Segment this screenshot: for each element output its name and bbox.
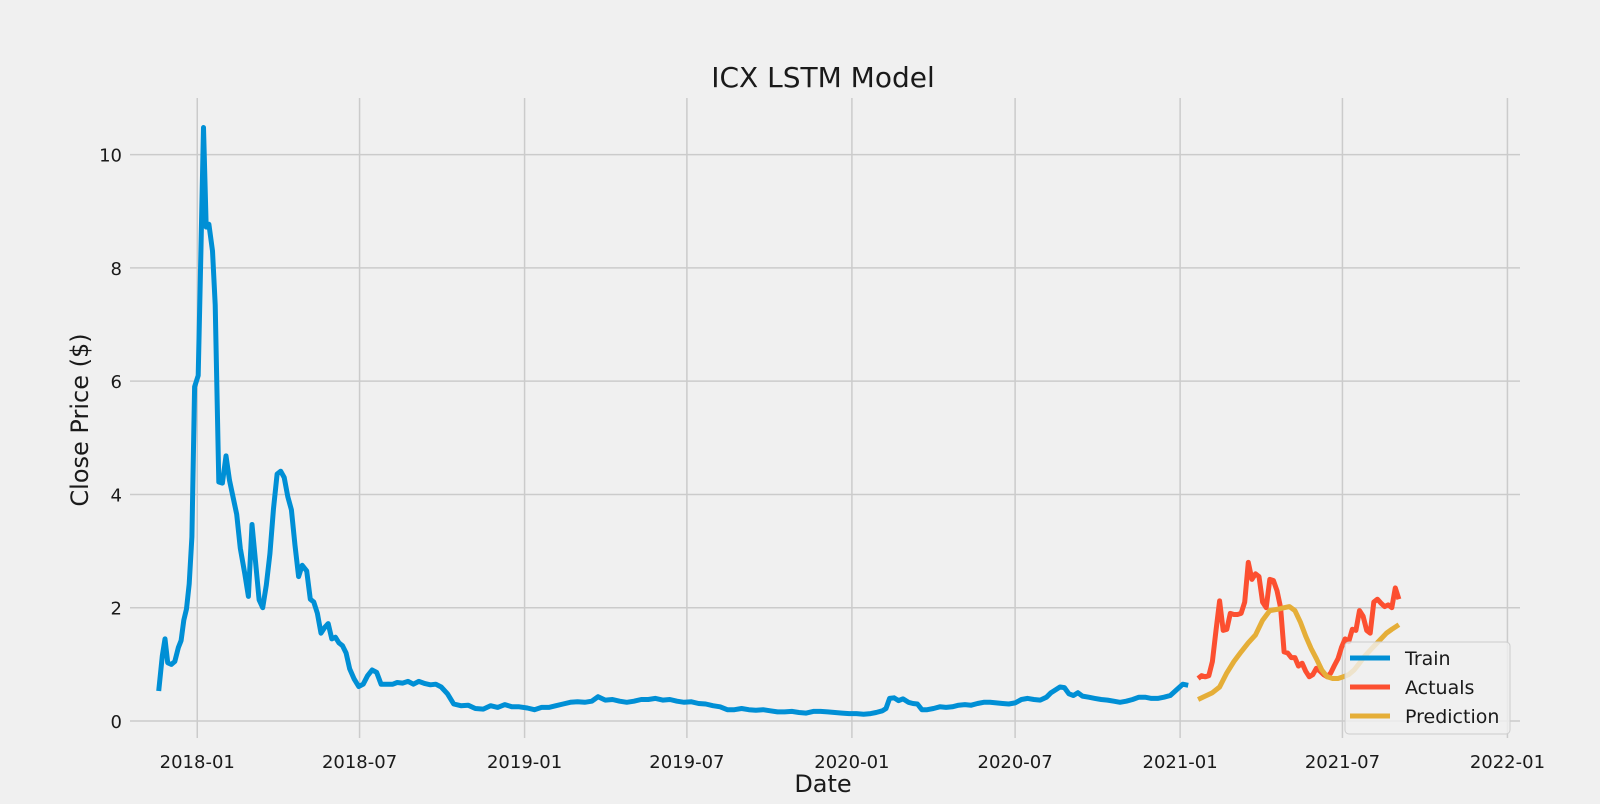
series-line-actuals <box>1196 559 1402 681</box>
x-tick-label-2020-01: 2020-01 <box>814 752 889 773</box>
y-tick-label-4: 4 <box>111 485 122 506</box>
y-tick-label-2: 2 <box>111 599 122 620</box>
y-axis-label: Close Price ($) <box>66 333 94 506</box>
legend-label-actuals: Actuals <box>1405 677 1474 699</box>
y-tick-label-6: 6 <box>111 372 122 393</box>
x-tick-label-2018-01: 2018-01 <box>160 752 235 773</box>
x-tick-label-2020-07: 2020-07 <box>978 752 1053 773</box>
y-tick-label-0: 0 <box>111 712 122 733</box>
y-tick-label-8: 8 <box>111 259 122 280</box>
x-tick-label-2021-07: 2021-07 <box>1305 752 1380 773</box>
legend-label-prediction: Prediction <box>1405 706 1499 728</box>
legend: Train Actuals Prediction <box>1344 641 1511 735</box>
x-tick-label-2019-07: 2019-07 <box>649 752 724 773</box>
series-line-train <box>156 125 1189 717</box>
x-axis-label: Date <box>794 770 851 798</box>
chart-title: ICX LSTM Model <box>711 61 935 94</box>
y-tick-label-10: 10 <box>99 146 122 167</box>
legend-box <box>1344 641 1511 735</box>
x-tick-label-2019-01: 2019-01 <box>487 752 562 773</box>
x-tick-label-2022-01: 2022-01 <box>1470 752 1545 773</box>
x-tick-label-2021-01: 2021-01 <box>1143 752 1218 773</box>
legend-label-train: Train <box>1404 648 1451 670</box>
tick-labels: 2018-01 2018-07 2019-01 2019-07 2020-01 2020-… <box>99 146 1545 773</box>
x-tick-label-2018-07: 2018-07 <box>322 752 397 773</box>
